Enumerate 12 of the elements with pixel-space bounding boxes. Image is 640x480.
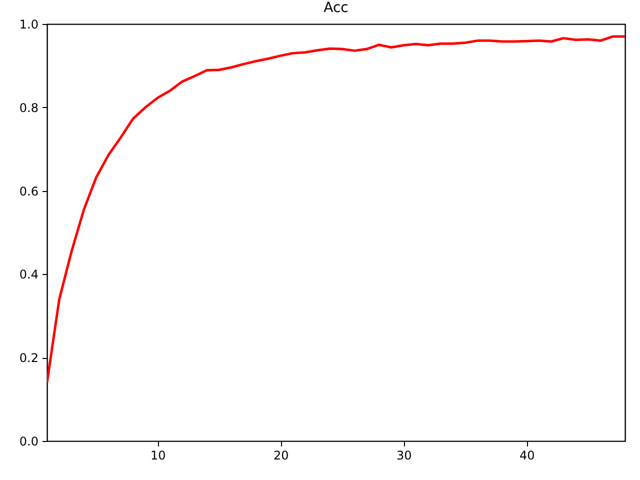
chart-title: Acc	[324, 0, 348, 16]
x-tick-label: 30	[396, 448, 412, 462]
y-tick-label: 0.0	[19, 434, 38, 448]
x-tick-label: 10	[150, 448, 166, 462]
y-tick-label: 0.4	[19, 268, 38, 282]
y-tick-label: 0.8	[19, 100, 38, 115]
x-tick-label: 20	[274, 448, 289, 462]
y-tick-label: 0.2	[19, 351, 38, 366]
y-tick-label: 0.6	[19, 184, 38, 198]
line-series	[47, 35, 625, 384]
x-tick-label: 40	[519, 448, 535, 462]
y-tick-label: 1.0	[19, 18, 38, 32]
